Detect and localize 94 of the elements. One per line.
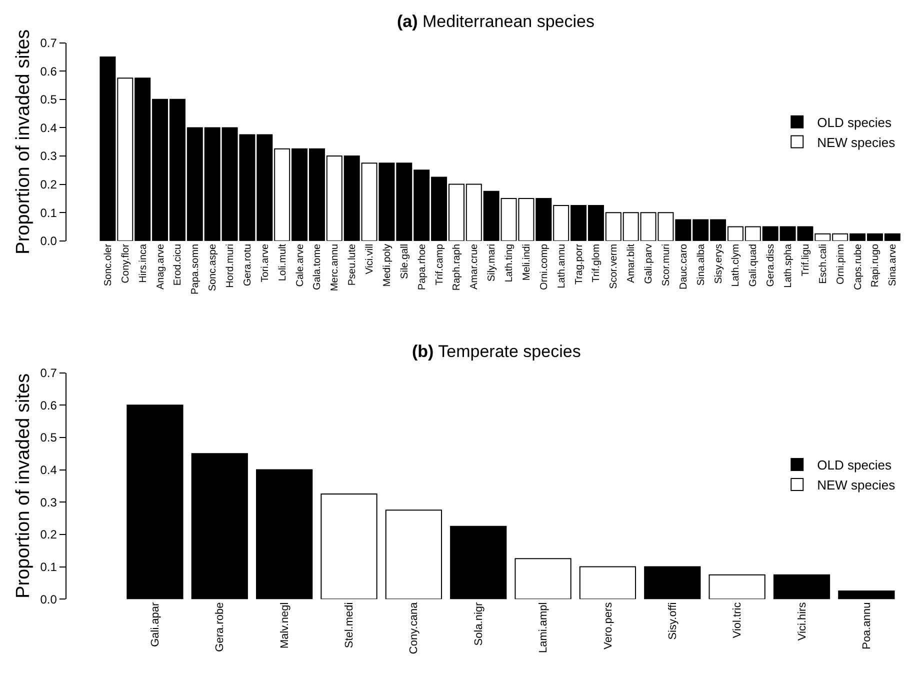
y-tick-label: 0.3 bbox=[40, 149, 58, 164]
bar bbox=[514, 558, 572, 600]
y-tick-label: 0.1 bbox=[40, 206, 58, 220]
x-tick-label: Sola.nigr bbox=[472, 602, 485, 646]
x-tick-label: Cale.arve bbox=[294, 243, 306, 287]
x-tick-label: Gera.diss bbox=[766, 244, 777, 287]
y-tick-label: 0.1 bbox=[40, 560, 58, 574]
y-tick-label: 0.5 bbox=[40, 92, 58, 107]
x-tick-label: Sisy.erys bbox=[713, 244, 724, 284]
x-tick-label: Sina.alba bbox=[696, 243, 707, 286]
x-tick-label: Tori.arve bbox=[260, 243, 271, 282]
bar bbox=[708, 574, 766, 600]
x-tick-label: Gali.apar bbox=[150, 602, 162, 647]
x-tick-label: Sonc.oler bbox=[102, 243, 114, 286]
x-tick-label: Gera.robe bbox=[214, 602, 226, 652]
bar bbox=[191, 453, 248, 600]
x-tick-label: Vici.hirs bbox=[796, 602, 808, 641]
x-tick-label: Merc.annu bbox=[330, 244, 341, 292]
x-tick-label: Cony.cana bbox=[408, 601, 420, 654]
x-tick-label: Lami.ampl bbox=[538, 602, 550, 654]
y-tick-label: 0.7 bbox=[40, 36, 58, 50]
x-tick-label: Meli.indi bbox=[521, 244, 532, 281]
y-tick-label: 0.6 bbox=[40, 398, 58, 412]
x-tick-label: Lath.spha bbox=[783, 243, 794, 288]
legend-label: OLD species bbox=[817, 114, 892, 130]
x-tick-label: Lath.ting bbox=[504, 244, 516, 282]
bar bbox=[126, 404, 184, 600]
chart-title: (b) Temperate species bbox=[412, 342, 581, 361]
x-tick-label: Cony.flor bbox=[120, 243, 132, 284]
x-tick-label: Gala.tome bbox=[312, 243, 324, 290]
y-tick-label: 0.5 bbox=[40, 430, 58, 445]
bar bbox=[579, 566, 636, 600]
y-tick-label: 0.7 bbox=[40, 366, 58, 380]
x-tick-label: Hord.muri bbox=[225, 244, 236, 288]
legend-label: OLD species bbox=[817, 458, 892, 473]
x-tick-label: Erod.cicu bbox=[172, 244, 184, 286]
x-tick-label: Loli.mult bbox=[277, 244, 288, 282]
x-tick-label: Anag.arve bbox=[155, 243, 166, 290]
y-tick-label: 0.0 bbox=[40, 234, 58, 248]
x-tick-label: Sisy.offi bbox=[666, 602, 679, 640]
y-tick-label: 0.4 bbox=[40, 462, 58, 477]
x-tick-label: Vici.vill bbox=[364, 244, 376, 274]
y-tick-label: 0.4 bbox=[40, 120, 58, 135]
bar bbox=[450, 526, 507, 600]
bar bbox=[838, 590, 895, 600]
x-tick-label: Gali.parv bbox=[644, 244, 655, 284]
y-tick-label: 0.0 bbox=[40, 592, 58, 606]
chart-title: (a) Mediterranean species bbox=[397, 12, 594, 31]
y-tick-label: 0.2 bbox=[40, 178, 58, 192]
x-tick-label: Sily.mari bbox=[486, 244, 498, 282]
x-tick-label: Malv.negl bbox=[278, 602, 291, 649]
x-tick-label: Gera.rotu bbox=[242, 244, 254, 286]
x-tick-label: Trif.ligu bbox=[800, 244, 812, 276]
x-tick-label: Trif.camp bbox=[434, 243, 446, 286]
x-tick-label: Raph.raph bbox=[452, 244, 463, 291]
x-tick-label: Rapi.rugo bbox=[870, 243, 882, 288]
x-tick-label: Trag.porr bbox=[574, 243, 585, 285]
x-tick-label: Papa.somn bbox=[190, 244, 202, 295]
x-tick-label: Viol.tric bbox=[732, 602, 744, 638]
x-tick-label: Stel.medi bbox=[344, 602, 356, 648]
x-tick-label: Sile.gall bbox=[399, 244, 410, 279]
x-tick-label: Lath.clym bbox=[730, 244, 742, 287]
bar bbox=[385, 510, 442, 600]
x-tick-label: Hirs.inca bbox=[138, 243, 149, 283]
x-tick-label: Amar.blit bbox=[626, 244, 638, 283]
y-tick-label: 0.2 bbox=[40, 528, 58, 542]
x-tick-label: Pseu.lute bbox=[347, 243, 358, 286]
bar bbox=[644, 566, 701, 600]
y-tick-label: 0.6 bbox=[40, 64, 58, 78]
legend-label: NEW species bbox=[817, 134, 896, 150]
x-tick-label: Poa.annu bbox=[861, 602, 874, 650]
x-tick-label: Vero.pers bbox=[602, 602, 614, 650]
x-tick-label: Scor.muri bbox=[660, 244, 672, 286]
y-tick-label: 0.3 bbox=[40, 495, 58, 510]
x-tick-label: Orni.pinn bbox=[835, 244, 846, 284]
x-tick-label: Dauc.caro bbox=[678, 243, 690, 290]
x-tick-label: Lath.annu bbox=[556, 244, 568, 288]
x-tick-label: Sonc.aspe bbox=[208, 243, 219, 292]
x-tick-label: Sina.arve bbox=[888, 243, 899, 286]
x-tick-label: Scor.verm bbox=[608, 244, 620, 289]
bar bbox=[256, 469, 313, 600]
legend-label: NEW species bbox=[817, 478, 896, 493]
y-axis-title: Proportion of invaded sites bbox=[13, 29, 34, 254]
x-tick-label: Medi.poly bbox=[382, 244, 393, 287]
x-tick-label: Gali.quad bbox=[748, 244, 760, 287]
bar bbox=[773, 574, 830, 600]
x-tick-label: Papa.rhoe bbox=[416, 243, 428, 290]
y-axis-title: Proportion of invaded sites bbox=[13, 373, 34, 598]
x-tick-label: Esch.cali bbox=[818, 244, 829, 284]
x-tick-label: Amar.crue bbox=[469, 243, 480, 290]
x-tick-label: Trif.glom bbox=[591, 244, 602, 282]
x-tick-label: Orni.comp bbox=[538, 243, 550, 290]
bar bbox=[320, 494, 378, 600]
x-tick-label: Caps.rube bbox=[852, 243, 864, 290]
